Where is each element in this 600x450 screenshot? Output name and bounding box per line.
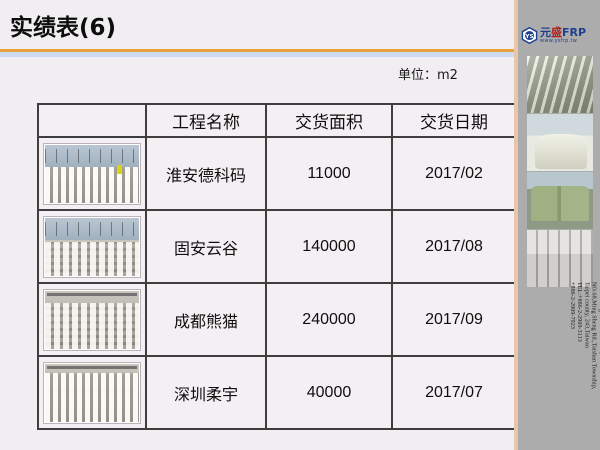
- address-company-name: Yuan Sheng FiberGlass CO.,LTD: [598, 282, 600, 366]
- row-image-cell: [37, 136, 147, 211]
- plant-interior-photo: [527, 230, 593, 287]
- row-area-value: 140000: [265, 209, 393, 284]
- divider-blue: [0, 52, 518, 57]
- photo-beam: [47, 365, 137, 369]
- performance-table: 工程名称 交货面积 交货日期 淮安德科码 11000 201: [37, 103, 517, 430]
- address-tel: TEL:+886-2-2909-3113: [576, 282, 583, 342]
- photo-tank-rows: [45, 241, 139, 276]
- photo-tank-rows: [45, 166, 139, 203]
- table-row: 成都熊猫 240000 2017/09: [37, 282, 517, 357]
- table-header-row: 工程名称 交货面积 交货日期: [37, 103, 517, 138]
- logo-text: 元盛FRP www.ysfrp.tw: [540, 27, 586, 44]
- address-tel-alt: +886-2-2909-7923: [568, 282, 575, 329]
- row-area-value: 40000: [265, 355, 393, 430]
- table-header-image: [37, 103, 147, 138]
- photo-tank-rows: [45, 372, 139, 422]
- photo-beam: [47, 292, 137, 296]
- construction-site-photo: [44, 289, 140, 350]
- table-row: 深圳柔宇 40000 2017/07: [37, 355, 517, 430]
- white-tank-photo: [527, 114, 593, 171]
- unit-label: 单位：m2: [398, 68, 458, 83]
- construction-site-photo: [44, 216, 140, 277]
- logo-name-cn-1: 元: [540, 25, 551, 39]
- company-sidebar: YS 元盛FRP www.ysfrp.tw Yuan Sheng FiberGl…: [514, 0, 600, 450]
- row-project-name: 淮安德科码: [145, 136, 267, 211]
- svg-text:YS: YS: [524, 33, 533, 39]
- row-date-value: 2017/09: [391, 282, 517, 357]
- row-project-name: 成都熊猫: [145, 282, 267, 357]
- row-image-cell: [37, 282, 147, 357]
- page-title: 实绩表(6): [10, 15, 117, 41]
- company-logo: YS 元盛FRP www.ysfrp.tw: [521, 22, 597, 48]
- photo-crane: [45, 148, 139, 163]
- table-header-date: 交货日期: [391, 103, 517, 138]
- factory-ceiling-photo: [527, 56, 593, 113]
- sidebar-photo-strip: [527, 56, 593, 288]
- row-date-value: 2017/08: [391, 209, 517, 284]
- table-header-area: 交货面积: [265, 103, 393, 138]
- logo-wordmark: 元盛FRP: [540, 27, 586, 38]
- construction-site-photo: [44, 143, 140, 204]
- row-image-cell: [37, 209, 147, 284]
- table-row: 淮安德科码 11000 2017/02: [37, 136, 517, 211]
- logo-url[interactable]: www.ysfrp.tw: [540, 37, 578, 44]
- row-area-value: 240000: [265, 282, 393, 357]
- title-bar: 实绩表(6): [0, 0, 518, 50]
- table-header-project: 工程名称: [145, 103, 267, 138]
- table-row: 固安云谷 140000 2017/08: [37, 209, 517, 284]
- row-project-name: 固安云谷: [145, 209, 267, 284]
- address-city: Taipei county, 243,Taiwan: [583, 282, 590, 348]
- row-project-name: 深圳柔宇: [145, 355, 267, 430]
- row-date-value: 2017/02: [391, 136, 517, 211]
- construction-site-photo: [44, 362, 140, 423]
- row-image-cell: [37, 355, 147, 430]
- row-area-value: 11000: [265, 136, 393, 211]
- company-address-block: Yuan Sheng FiberGlass CO.,LTD NO.68,Ming…: [518, 282, 600, 414]
- ys-hexagon-icon: YS: [521, 26, 538, 44]
- address-street: NO.68,Ming Sheng Rd.,Taishan Township,: [590, 282, 597, 390]
- table-header: 工程名称 交货面积 交货日期: [37, 103, 517, 138]
- logo-name-en: FRP: [562, 25, 587, 39]
- divider-orange: [0, 49, 518, 52]
- row-date-value: 2017/07: [391, 355, 517, 430]
- table-body: 淮安德科码 11000 2017/02 固安云谷 140000 2017/08: [37, 136, 517, 430]
- photo-crane: [45, 221, 139, 236]
- photo-worker: [117, 164, 122, 174]
- logo-name-cn-2: 盛: [551, 25, 562, 39]
- photo-tank-rows: [45, 303, 139, 349]
- green-tanks-photo: [527, 172, 593, 229]
